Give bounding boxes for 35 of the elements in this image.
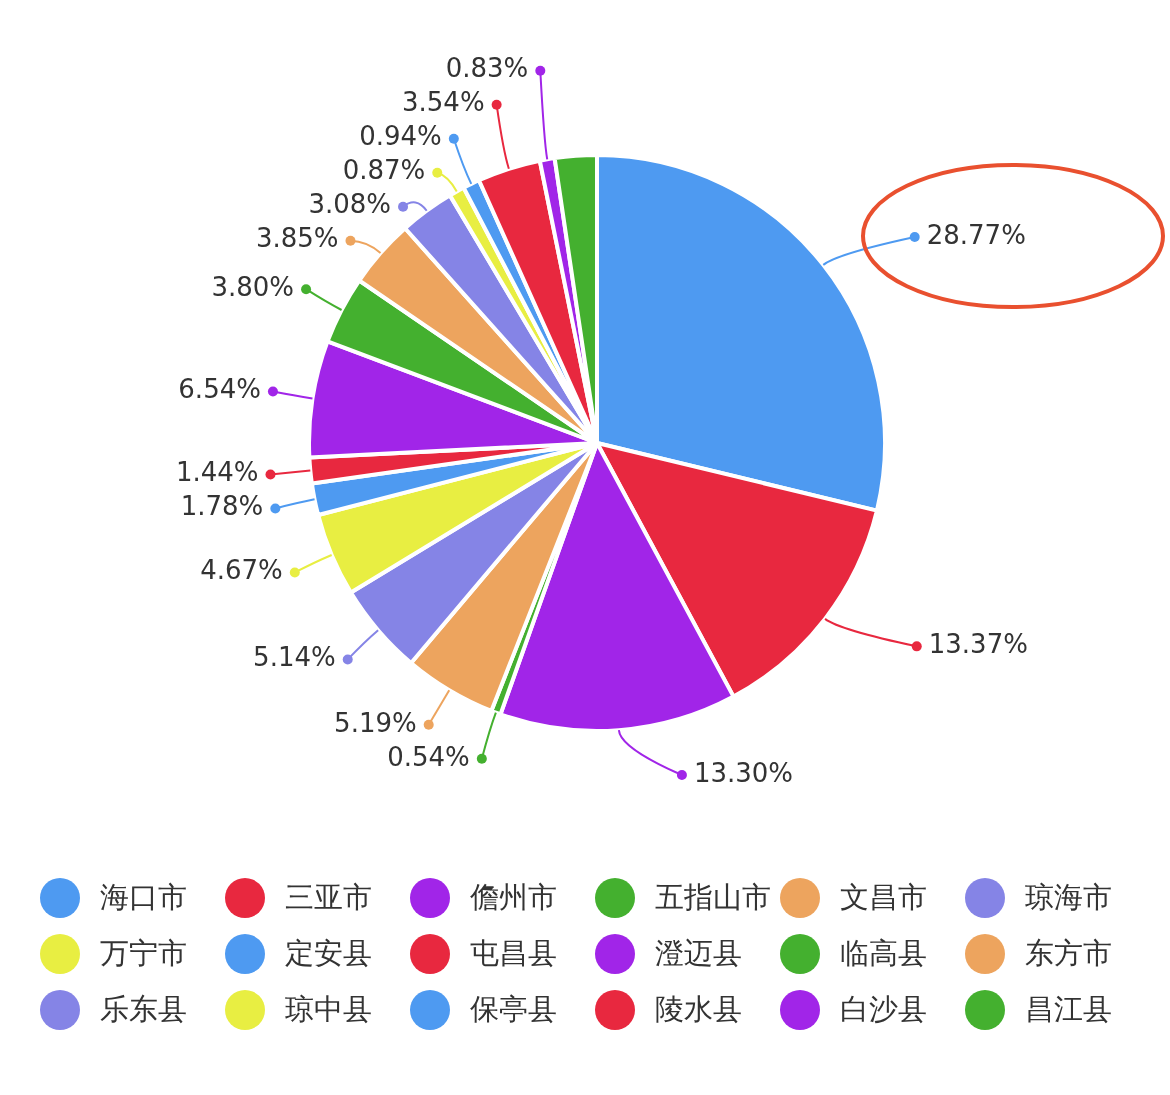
legend-label: 定安县 (285, 935, 372, 972)
data-label: 3.80% (211, 271, 295, 302)
legend-label: 白沙县 (840, 991, 927, 1028)
legend-label: 澄迈县 (655, 935, 742, 972)
data-label: 13.37% (928, 629, 1028, 660)
legend-label: 屯昌县 (470, 935, 557, 972)
data-label: 6.54% (178, 374, 261, 405)
data-label: 3.85% (255, 223, 339, 254)
legend-label: 乐东县 (100, 991, 187, 1028)
legend-label: 海口市 (100, 879, 187, 916)
legend-label: 昌江县 (1025, 991, 1112, 1028)
data-label: 5.19% (334, 707, 417, 738)
data-label: 0.94% (359, 121, 442, 152)
legend-label: 保亭县 (470, 991, 557, 1028)
data-label: 5.14% (253, 642, 336, 673)
legend-label: 万宁市 (100, 935, 187, 972)
data-label: 13.30% (693, 757, 794, 788)
data-label: 28.77% (926, 219, 1026, 250)
data-label: 4.67% (200, 555, 283, 586)
data-label: 1.78% (180, 491, 264, 522)
data-label: 3.54% (402, 87, 485, 118)
legend-label: 东方市 (1025, 935, 1112, 972)
legend-label: 陵水县 (655, 991, 742, 1028)
legend-label: 儋州市 (470, 879, 557, 916)
data-label: 0.54% (387, 741, 470, 772)
legend-label: 琼海市 (1025, 879, 1112, 916)
legend-label: 文昌市 (840, 879, 927, 916)
legend-label: 琼中县 (285, 991, 372, 1028)
data-label: 0.87% (342, 155, 426, 186)
data-label: 1.44% (175, 457, 259, 488)
legend-label: 临高县 (840, 935, 927, 972)
legend-label: 五指山市 (655, 879, 771, 916)
data-label: 0.83% (445, 53, 529, 84)
data-label: 3.08% (308, 189, 392, 220)
legend-label: 三亚市 (285, 879, 372, 916)
